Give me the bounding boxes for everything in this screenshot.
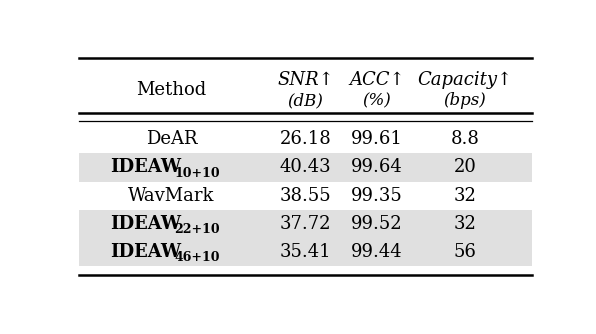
Text: 99.61: 99.61 <box>351 130 403 148</box>
Text: IDEAW: IDEAW <box>111 158 182 176</box>
Text: Method: Method <box>136 81 207 99</box>
Text: 99.35: 99.35 <box>351 187 403 205</box>
Text: 99.52: 99.52 <box>351 215 403 233</box>
Text: 32: 32 <box>454 187 476 205</box>
Text: 46+10: 46+10 <box>174 252 220 265</box>
Text: 35.41: 35.41 <box>280 243 331 261</box>
Text: SNR↑: SNR↑ <box>277 71 334 89</box>
Text: 40.43: 40.43 <box>280 158 331 176</box>
Text: ACC↑: ACC↑ <box>349 71 405 89</box>
Text: 32: 32 <box>454 215 476 233</box>
Text: (bps): (bps) <box>443 92 486 109</box>
Text: 20: 20 <box>454 158 476 176</box>
Text: IDEAW: IDEAW <box>111 215 182 233</box>
Text: 10+10: 10+10 <box>174 167 220 180</box>
Text: 26.18: 26.18 <box>280 130 331 148</box>
Text: (dB): (dB) <box>287 92 324 109</box>
Bar <box>79 153 532 182</box>
Text: 56: 56 <box>454 243 476 261</box>
Bar <box>79 210 532 238</box>
Text: 38.55: 38.55 <box>280 187 331 205</box>
Text: 37.72: 37.72 <box>280 215 331 233</box>
Text: 99.64: 99.64 <box>351 158 403 176</box>
Text: 8.8: 8.8 <box>451 130 479 148</box>
Text: DeAR: DeAR <box>146 130 197 148</box>
Text: WavMark: WavMark <box>128 187 215 205</box>
Text: (%): (%) <box>363 92 392 109</box>
Text: IDEAW: IDEAW <box>111 243 182 261</box>
Text: 99.44: 99.44 <box>351 243 403 261</box>
Bar <box>79 238 532 267</box>
Text: 22+10: 22+10 <box>174 223 220 236</box>
Text: Capacity↑: Capacity↑ <box>417 71 513 89</box>
